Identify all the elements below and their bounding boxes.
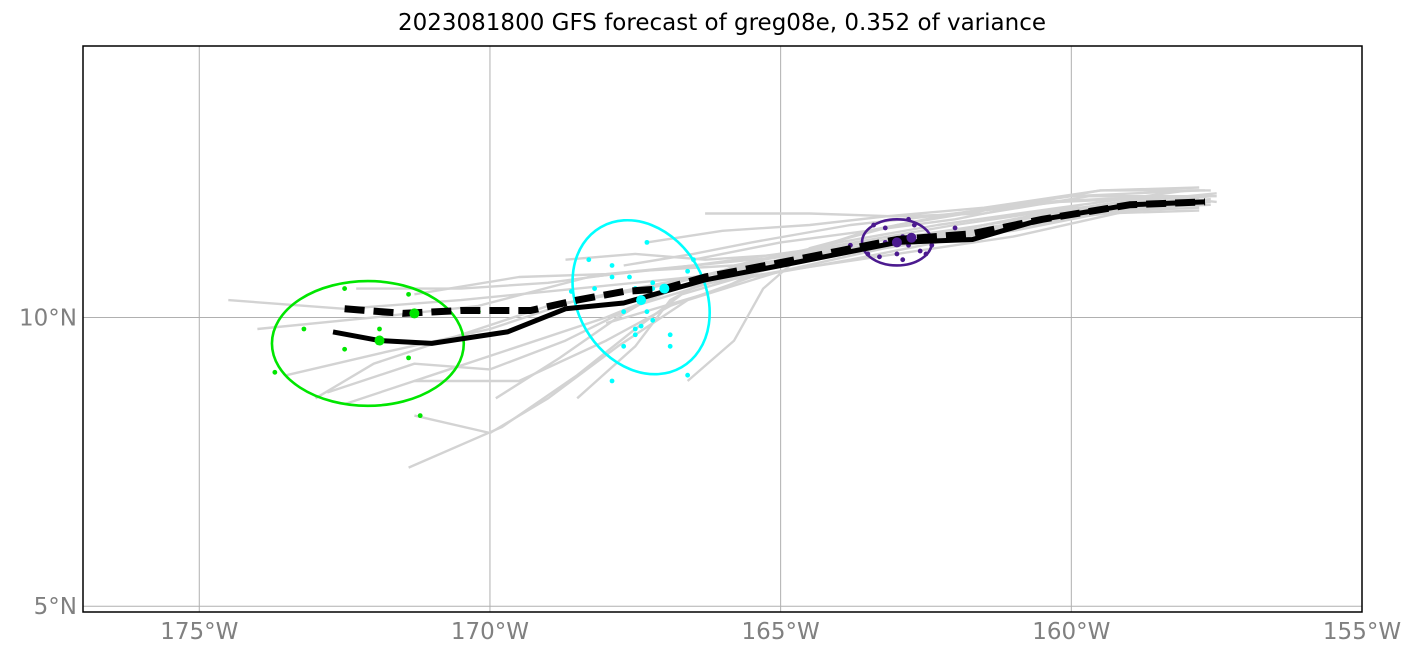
mean-track-dashed [344, 198, 1206, 317]
cluster-member-point [342, 346, 348, 352]
cluster-member-point [406, 291, 411, 297]
cluster-centroid-marker [891, 237, 902, 248]
lon-tick-label: 155°W [1323, 619, 1401, 645]
ensemble-track [693, 194, 1217, 261]
cluster-member-point [638, 323, 644, 329]
cluster-member-point [609, 263, 615, 268]
cluster-member-point [644, 309, 650, 315]
cluster-member-point [644, 239, 650, 245]
cluster-member-point [301, 326, 307, 332]
cluster-member-point [586, 257, 592, 263]
cluster-member-point [667, 343, 673, 349]
cluster-member-point [865, 251, 871, 257]
cluster-member-point [342, 286, 348, 291]
ensemble-track [686, 189, 1205, 382]
cluster-member-point [900, 257, 906, 263]
cluster-member-point [650, 317, 656, 323]
lon-tick-label: 175°W [160, 619, 238, 645]
cluster-member-point [417, 413, 423, 419]
cluster-member-point [917, 248, 923, 254]
ensemble-track [408, 192, 1217, 469]
ensemble-track [286, 197, 1211, 377]
cluster-member-point [632, 326, 638, 332]
cluster-member-point [568, 289, 574, 294]
ensemble-track [414, 206, 1200, 435]
lon-tick-label: 165°W [742, 619, 820, 645]
cluster-member-point [406, 355, 411, 361]
cluster-centroid-marker [659, 283, 670, 294]
lon-tick-label: 160°W [1032, 619, 1110, 645]
cluster-centroid-marker [374, 335, 385, 346]
cluster-member-point [894, 251, 900, 257]
cluster-member-point [877, 254, 882, 260]
cluster-centroid-marker [906, 232, 917, 243]
cluster-ellipse [270, 279, 466, 408]
cluster-member-point [882, 225, 888, 231]
ensemble-track [344, 200, 1211, 406]
cluster-member-point [650, 280, 656, 286]
ensemble-tracks [228, 186, 1217, 469]
cluster-member-point [621, 309, 627, 315]
cluster-member-point [906, 216, 911, 222]
cluster-member-point [691, 257, 696, 263]
ensemble-track [705, 194, 1200, 218]
cluster-member-point [667, 332, 673, 338]
cluster-member-point [627, 274, 632, 280]
cluster-member-point [929, 242, 935, 248]
cluster-member-point [632, 332, 638, 338]
cluster-member-point [377, 326, 382, 332]
cluster-ellipse [571, 218, 711, 376]
axis-tick-labels: 175°W 170°W 165°W 160°W 155°W 10°N 5°N [19, 305, 1401, 645]
cluster-member-point [621, 343, 627, 349]
cluster-centroid-marker [636, 295, 647, 306]
cluster-member-point [592, 286, 597, 291]
cluster-member-point [685, 372, 691, 378]
mean-tracks [332, 198, 1206, 346]
ensemble-track [623, 189, 1200, 267]
cluster-member-point [609, 378, 615, 384]
map-frame [82, 45, 1363, 613]
lat-tick-label: 10°N [19, 305, 77, 331]
cluster-member-point [871, 222, 877, 228]
cluster-member-point [911, 222, 917, 228]
cluster-member-point [952, 225, 958, 231]
chart-title: 2023081800 GFS forecast of greg08e, 0.35… [398, 10, 1046, 36]
cluster-member-point [923, 251, 929, 257]
lat-tick-label: 5°N [34, 594, 77, 620]
lon-tick-label: 170°W [451, 619, 529, 645]
cluster-member-point [609, 274, 615, 280]
cluster-member-point [272, 369, 278, 375]
cluster-centroid-marker [409, 308, 420, 319]
cluster-member-point [685, 268, 691, 274]
